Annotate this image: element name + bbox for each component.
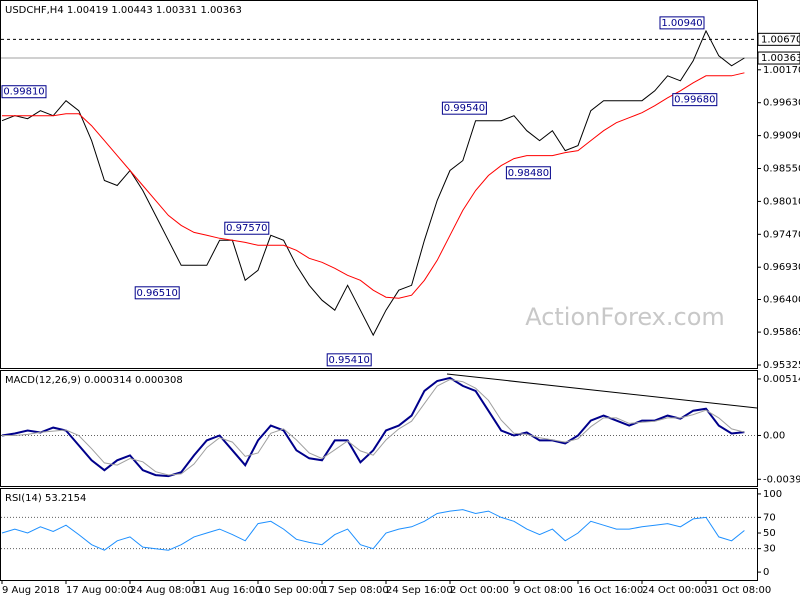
price-label-box	[757, 32, 800, 46]
series-line	[1, 376, 745, 478]
annotation-label: 0.97570	[226, 223, 267, 234]
x-tick-label: 24 Oct 00:00	[642, 585, 707, 596]
annotation-box	[441, 101, 487, 115]
price-label: 1.00670	[761, 34, 800, 45]
annotation-label: 0.99680	[674, 95, 715, 106]
y-tick-label: -0.003989	[763, 474, 800, 485]
series-line	[2, 72, 745, 299]
y-tick-label: 30	[763, 544, 776, 555]
x-tick-label: 10 Sep 00:00	[258, 585, 325, 596]
annotation-box	[505, 166, 551, 180]
y-tick-label: 70	[763, 512, 776, 523]
annotation-box	[672, 93, 718, 107]
y-tick-label: 0	[763, 567, 769, 578]
trend-line	[446, 373, 758, 409]
x-tick-label: 24 Aug 08:00	[130, 585, 197, 596]
main-frame	[0, 0, 758, 369]
x-tick-label: 9 Aug 2018	[2, 585, 60, 596]
y-tick-label: 0.95865	[763, 327, 800, 338]
annotation-box	[224, 221, 270, 235]
annotation-label: 0.98480	[508, 168, 549, 179]
panel-title: USDCHF,H4 1.00419 1.00443 1.00331 1.0036…	[5, 5, 242, 16]
y-tick-label: 100	[763, 489, 782, 500]
x-tick-label: 24 Sep 16:00	[386, 585, 453, 596]
x-tick-label: 2 Oct 00:00	[450, 585, 509, 596]
series-line	[1, 509, 745, 551]
x-tick-label: 16 Oct 16:00	[578, 585, 643, 596]
annotation-label: 0.95410	[329, 355, 370, 366]
annotation-label: 0.99810	[3, 87, 44, 98]
series-line	[2, 378, 745, 476]
annotation-label: 0.99540	[444, 103, 485, 114]
y-tick-label: 0.005145	[763, 374, 800, 385]
annotation-label: 1.00940	[661, 18, 702, 29]
annotation-box	[134, 286, 180, 300]
x-tick-label: 31 Oct 08:00	[706, 585, 771, 596]
x-tick-label: 9 Oct 08:00	[514, 585, 573, 596]
price-label: 1.00363	[761, 53, 800, 64]
price-label-box	[757, 51, 800, 65]
series-line	[1, 29, 745, 337]
y-tick-label: 0.00	[763, 430, 785, 441]
y-tick-label: 50	[763, 528, 776, 539]
annotation-box	[326, 353, 372, 367]
x-tick-label: 17 Sep 08:00	[322, 585, 389, 596]
macd-frame	[0, 370, 758, 487]
x-tick-label: 17 Aug 00:00	[66, 585, 133, 596]
x-tick-label: 31 Aug 16:00	[194, 585, 261, 596]
annotation-box	[1, 85, 47, 99]
panel-title: RSI(14) 53.2154	[5, 493, 86, 504]
watermark: ActionForex.com	[525, 303, 725, 331]
panel-title: MACD(12,26,9) 0.000314 0.000308	[5, 375, 183, 386]
annotation-label: 0.96510	[137, 288, 178, 299]
rsi-frame	[0, 488, 758, 581]
y-tick-label: 0.95325	[763, 360, 800, 371]
annotation-box	[659, 16, 705, 30]
